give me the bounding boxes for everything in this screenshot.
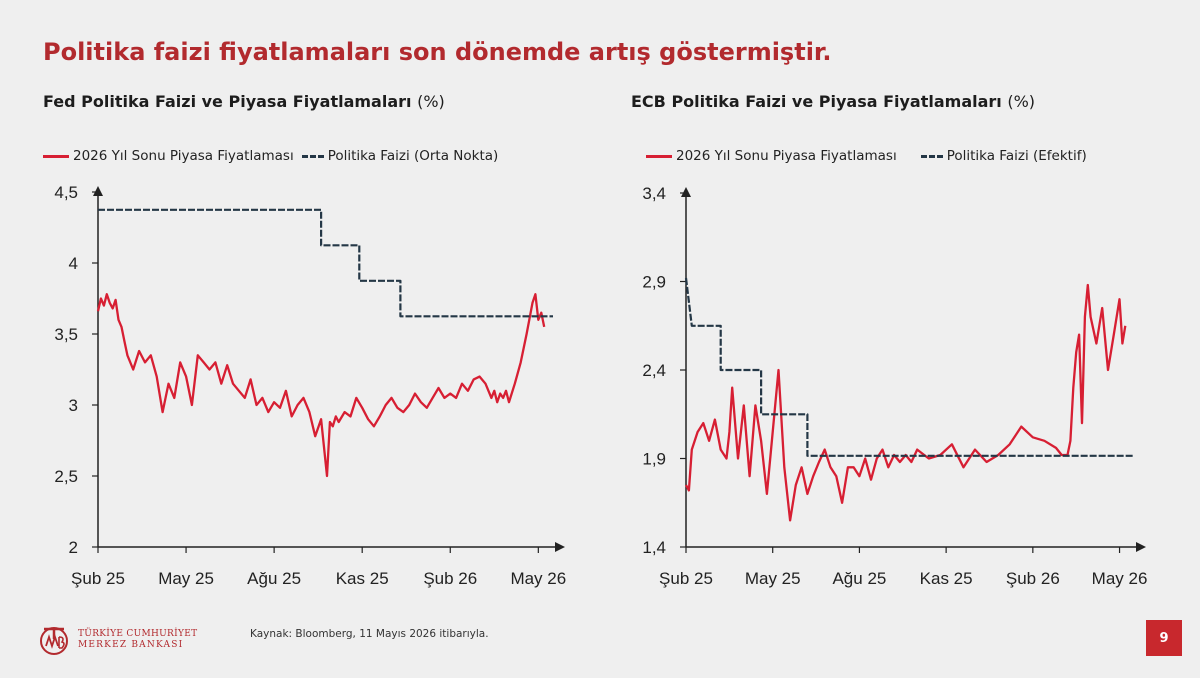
fed-policy-rate-line xyxy=(98,208,553,318)
page-number: 9 xyxy=(1146,620,1182,656)
fed-legend: 2026 Yıl Sonu Piyasa Fiyatlaması Politik… xyxy=(43,148,498,164)
ecb-x-tick-label: May 26 xyxy=(1092,569,1148,588)
fed-legend-market-label: 2026 Yıl Sonu Piyasa Fiyatlaması xyxy=(73,148,294,164)
ecb-legend-policy-label: Politika Faizi (Efektif) xyxy=(946,148,1087,164)
fed-legend-policy: Politika Faizi (Orta Nokta) xyxy=(301,148,499,164)
fed-y-tick-label: 3,5 xyxy=(54,325,78,344)
ecb-y-tick-label: 1,9 xyxy=(642,450,666,469)
fed-x-tick-label: Şub 25 xyxy=(71,569,125,588)
ecb-x-axis-arrow xyxy=(1136,542,1146,552)
ecb-x-tick-label: May 25 xyxy=(745,569,801,588)
fed-market-pricing-line xyxy=(96,293,546,478)
slide-title: Politika faizi fiyatlamaları son dönemde… xyxy=(43,38,832,66)
solid-line-icon xyxy=(646,154,672,158)
ecb-chart-title: ECB Politika Faizi ve Piyasa Fiyatlamala… xyxy=(631,92,1035,111)
ecb-policy-rate-line xyxy=(684,277,1134,457)
ecb-y-tick-label: 3,4 xyxy=(642,184,666,203)
ecb-y-tick-label: 1,4 xyxy=(642,538,666,557)
logo-line2: MERKEZ BANKASI xyxy=(78,640,184,650)
fed-x-axis-arrow xyxy=(555,542,565,552)
logo-text: TÜRKİYE CUMHURİYET MERKEZ BANKASI xyxy=(78,629,197,651)
fed-y-tick-label: 4 xyxy=(69,254,78,273)
dashed-line-icon xyxy=(920,154,943,158)
ecb-x-tick-label: Şub 26 xyxy=(1006,569,1060,588)
fed-x-tick-label: Şub 26 xyxy=(423,569,477,588)
ecb-legend: 2026 Yıl Sonu Piyasa Fiyatlaması Politik… xyxy=(646,148,1087,164)
tcmb-logo-icon xyxy=(40,627,68,655)
fed-legend-policy-label: Politika Faizi (Orta Nokta) xyxy=(327,148,499,164)
fed-y-tick-label: 3 xyxy=(69,396,78,415)
fed-legend-market: 2026 Yıl Sonu Piyasa Fiyatlaması xyxy=(43,148,294,164)
fed-y-tick-label: 2,5 xyxy=(54,467,78,486)
fed-x-tick-label: May 25 xyxy=(158,569,214,588)
ecb-chart-unit: (%) xyxy=(1007,92,1036,111)
source-note: Kaynak: Bloomberg, 11 Mayıs 2026 itibarı… xyxy=(250,628,489,640)
ecb-x-tick-label: Şub 25 xyxy=(659,569,713,588)
ecb-y-tick-label: 2,4 xyxy=(642,361,666,380)
ecb-legend-policy: Politika Faizi (Efektif) xyxy=(920,148,1087,164)
ecb-legend-market-label: 2026 Yıl Sonu Piyasa Fiyatlaması xyxy=(676,148,897,164)
fed-chart-title: Fed Politika Faizi ve Piyasa Fiyatlamala… xyxy=(43,92,445,111)
solid-line-icon xyxy=(43,154,69,158)
fed-x-tick-label: Kas 25 xyxy=(336,569,389,588)
ecb-market-pricing-line xyxy=(684,283,1127,522)
fed-x-tick-label: Ağu 25 xyxy=(247,569,301,588)
ecb-legend-market: 2026 Yıl Sonu Piyasa Fiyatlaması xyxy=(646,148,897,164)
logo-line1: TÜRKİYE CUMHURİYET xyxy=(78,629,198,639)
ecb-y-axis-arrow xyxy=(681,187,691,197)
ecb-chart-title-text: ECB Politika Faizi ve Piyasa Fiyatlamala… xyxy=(631,92,1002,111)
fed-x-tick-label: May 26 xyxy=(510,569,566,588)
footer-logo: TÜRKİYE CUMHURİYET MERKEZ BANKASI xyxy=(38,624,197,656)
ecb-chart: 1,4 1,9 2,4 2,9 3,4 Şub 25 May 25 Ağu 25 Kas 25 Ş… xyxy=(642,184,1147,588)
dashed-line-icon xyxy=(301,154,324,158)
fed-y-tick-label: 4,5 xyxy=(54,183,78,202)
fed-chart-title-text: Fed Politika Faizi ve Piyasa Fiyatlamala… xyxy=(43,92,412,111)
ecb-x-tick-label: Ağu 25 xyxy=(832,569,886,588)
fed-y-axis-arrow xyxy=(93,186,103,196)
ecb-y-tick-label: 2,9 xyxy=(642,273,666,292)
fed-chart-unit: (%) xyxy=(417,92,445,111)
ecb-x-tick-label: Kas 25 xyxy=(920,569,973,588)
fed-chart: 2 2,5 3 3,5 4 4,5 Şub 25 May 25 Ağu 25 Kas 25 Şub … xyxy=(54,183,566,588)
fed-y-tick-label: 2 xyxy=(69,538,78,557)
